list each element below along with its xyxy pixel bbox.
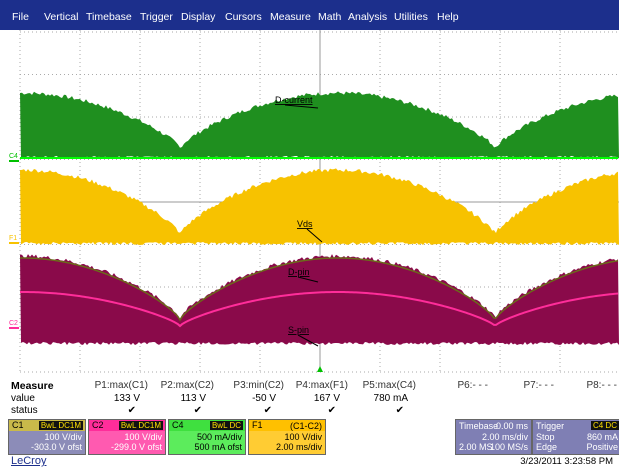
measure-status: ✔ [263,405,272,416]
label-leader [306,228,323,243]
channel-scale: 500 mA/div [196,432,242,442]
channel-box[interactable]: F1 (C1-C2) 100 V/div 2.00 ms/div [248,419,326,455]
measure-status: ✔ [193,405,202,416]
channel-box[interactable]: C1 BwL DC1M 100 V/div -303.0 V ofst [8,419,86,455]
measure-name: P8:- - - [586,380,617,391]
menu-bar: File Vertical Timebase Trigger Display Cursor… [0,0,619,30]
measure-name: P4:max(F1) [295,380,348,391]
measure-value: 167 V [313,393,340,404]
menu-item[interactable]: Measure [270,11,311,23]
menu-item[interactable]: Trigger [140,11,173,23]
channel-box[interactable]: C4 BwL DC 500 mA/div 500 mA ofst [168,419,246,455]
channel-header [249,420,325,431]
measure-name: P2:max(C2) [160,380,214,391]
measure-name: P6:- - - [457,380,488,391]
trace-marker: C2 [9,320,18,327]
trace-marker-tick [9,327,19,329]
channel-scale: 100 V/div [284,432,322,442]
measure-row-label: value [11,393,35,404]
trigger-level: 860 mA [586,432,618,442]
channel-scale: 100 V/div [124,432,162,442]
timebase-rate: 100 MS/s [489,442,528,452]
channel-name: F1 [252,420,263,430]
menu-item[interactable]: File [12,11,29,23]
measure-status: ✔ [395,405,404,416]
brand-logo: LeCroy [11,455,47,467]
trigger-mode: Stop [536,432,555,442]
measure-value: 113 V [180,393,206,404]
measure-name: P1:max(C1) [94,380,148,391]
measure-row-label: status [11,405,38,416]
trigger-box[interactable]: Trigger C4 DC Stop 860 mA Edge Positive [532,419,619,455]
channel-flags: BwL DC1M [38,421,83,430]
measure-name: P5:max(C4) [362,380,416,391]
measure-name: P7:- - - [523,380,554,391]
trace-marker: F1 [9,235,17,242]
menu-item[interactable]: Analysis [348,11,388,23]
trigger-title: Trigger [536,421,565,431]
menu-item[interactable]: Math [318,11,342,23]
trace-label: S-pin [288,325,309,335]
menu-item[interactable]: Vertical [44,11,79,23]
channel-flags: (C1-C2) [289,421,322,431]
trigger-slope: Positive [586,442,618,452]
timestamp: 3/23/2011 3:23:58 PM [520,456,613,467]
c2-trace [20,254,619,345]
timebase-box[interactable]: Timebase 0.00 ms 2.00 ms/div 2.00 MS 100 MS/… [455,419,532,455]
trace-marker-tick [9,160,19,162]
timebase-scale: 2.00 ms/div [481,432,528,442]
trigger-marker [317,366,323,372]
measure-status: ✔ [127,405,136,416]
menu-item[interactable]: Timebase [86,11,132,23]
channel-name: C2 [92,420,104,430]
trace-label: Vds [297,219,313,229]
measure-title: Measure [11,380,54,392]
measure-status: ✔ [327,405,336,416]
trace-label: D-current [275,95,313,105]
measure-value: 133 V [113,393,140,404]
measure-value: 780 mA [373,393,408,404]
channel-offset: -303.0 V ofst [30,442,82,452]
menu-item[interactable]: Display [181,11,216,23]
channel-offset: 500 mA ofst [194,442,242,452]
channel-name: C1 [12,420,24,430]
channel-scale: 100 V/div [44,432,82,442]
channel-flags: BwL DC [209,421,243,430]
measure-value: -50 V [252,393,276,404]
label-leader [297,276,319,283]
menu-item[interactable]: Cursors [225,11,262,23]
f1-trace [20,168,619,245]
trigger-type: Edge [536,442,558,452]
timebase-title: Timebase [459,421,499,431]
c4-trace [20,91,619,159]
channel-name: C4 [172,420,184,430]
waveform-display: D-current Vds D-pin S-pin C4 F1 C2 [9,30,619,373]
menu-item[interactable]: Utilities [394,11,428,23]
trace-label: D-pin [288,267,310,277]
menu-item[interactable]: Help [437,11,459,23]
label-leader [284,104,319,109]
trigger-source: C4 DC [590,421,619,430]
measure-name: P3:min(C2) [233,380,284,391]
channel-header [169,420,245,431]
trace-marker-tick [9,242,19,244]
channel-offset: -299.0 V ofst [110,442,162,452]
c2-min-trace [19,291,619,328]
timebase-delay: 0.00 ms [495,421,528,431]
timebase-samples: 2.00 MS [459,442,493,452]
channel-flags: BwL DC1M [118,421,163,430]
c2-envelope [19,257,619,322]
trace-marker: C4 [9,153,18,160]
channel-box[interactable]: C2 BwL DC1M 100 V/div -299.0 V ofst [88,419,166,455]
label-leader [297,334,319,347]
channel-offset: 2.00 ms/div [275,442,322,452]
